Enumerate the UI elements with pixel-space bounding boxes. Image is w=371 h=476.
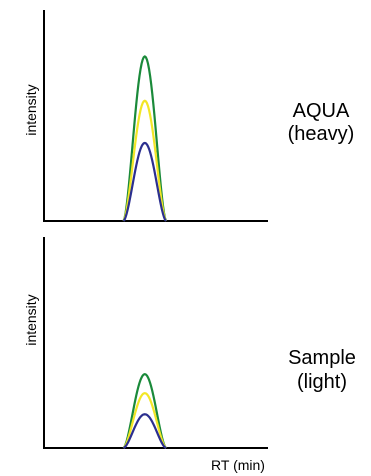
panel-label-line-2: (light) bbox=[297, 371, 347, 393]
panel-label-line-2: (heavy) bbox=[288, 123, 355, 145]
peak-series-1 bbox=[122, 373, 167, 449]
peak-series-2 bbox=[122, 99, 168, 222]
peak-series-group bbox=[122, 55, 168, 222]
peak-series-group bbox=[122, 373, 167, 449]
panel-label-line-1: AQUA bbox=[293, 100, 350, 122]
panel-axes bbox=[43, 10, 268, 222]
panel-sample-light: intensity Sample (light) RT (min) bbox=[23, 237, 356, 473]
peak-series-1 bbox=[122, 55, 168, 222]
y-axis-label: intensity bbox=[23, 84, 39, 135]
peak-series-2 bbox=[122, 392, 167, 449]
y-axis-label: intensity bbox=[23, 294, 39, 345]
panel-aqua-heavy: intensity AQUA (heavy) bbox=[23, 10, 355, 222]
peak-series-3 bbox=[122, 141, 167, 222]
x-axis-label: RT (min) bbox=[211, 457, 265, 473]
panel-label-line-1: Sample bbox=[288, 347, 356, 369]
panel-axes bbox=[43, 237, 268, 449]
peak-series-3 bbox=[122, 413, 167, 449]
